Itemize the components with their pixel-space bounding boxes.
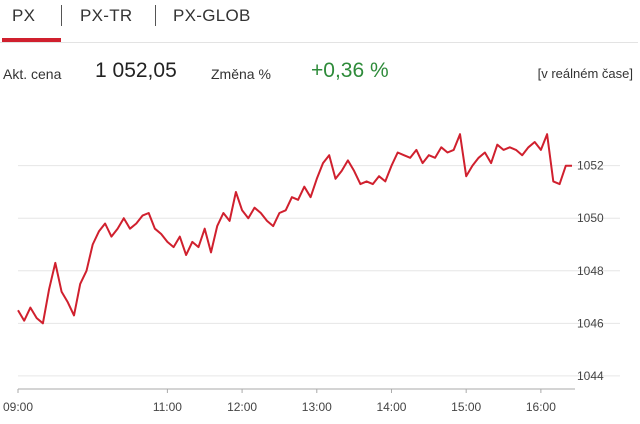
y-axis-ticks: 1044 1046 1048 1050 1052 [577, 159, 604, 383]
y-tick-label: 1048 [577, 264, 604, 278]
tab-separator [155, 5, 156, 26]
x-tick-label: 16:00 [526, 400, 556, 414]
price-line-chart: 09:00 11:00 12:00 13:00 14:00 15:00 16:00 1044… [3, 133, 620, 414]
price-label: Akt. cena [3, 66, 62, 82]
tab-px-tr[interactable]: PX-TR [80, 6, 133, 25]
realtime-indicator: [v reálném čase] [537, 66, 633, 81]
change-label: Změna % [211, 66, 271, 82]
y-tick-label: 1052 [577, 159, 604, 173]
active-tab-indicator [2, 38, 61, 42]
x-tick-label: 13:00 [302, 400, 332, 414]
series-line-px [17, 133, 572, 325]
chart-grid [18, 165, 620, 377]
x-tick-label: 15:00 [451, 400, 481, 414]
current-price: 1 052,05 [95, 59, 177, 82]
quote-summary: Akt. cena 1 052,05 Změna % +0,36 % [v re… [0, 56, 640, 86]
y-tick-label: 1046 [577, 316, 604, 330]
tab-px-glob[interactable]: PX-GLOB [173, 6, 251, 25]
x-tick-label: 11:00 [153, 400, 182, 414]
index-tabs: PX PX-TR PX-GLOB [0, 0, 638, 43]
percent-change: +0,36 % [311, 59, 389, 82]
tab-separator [61, 5, 62, 26]
x-tick-label: 12:00 [227, 400, 257, 414]
x-tick-label: 09:00 [3, 400, 33, 414]
tab-px[interactable]: PX [12, 6, 36, 25]
x-tick-label: 14:00 [376, 400, 406, 414]
y-tick-label: 1044 [577, 369, 604, 383]
y-tick-label: 1050 [577, 211, 604, 225]
x-axis-ticks: 09:00 11:00 12:00 13:00 14:00 15:00 16:00 [3, 389, 556, 414]
